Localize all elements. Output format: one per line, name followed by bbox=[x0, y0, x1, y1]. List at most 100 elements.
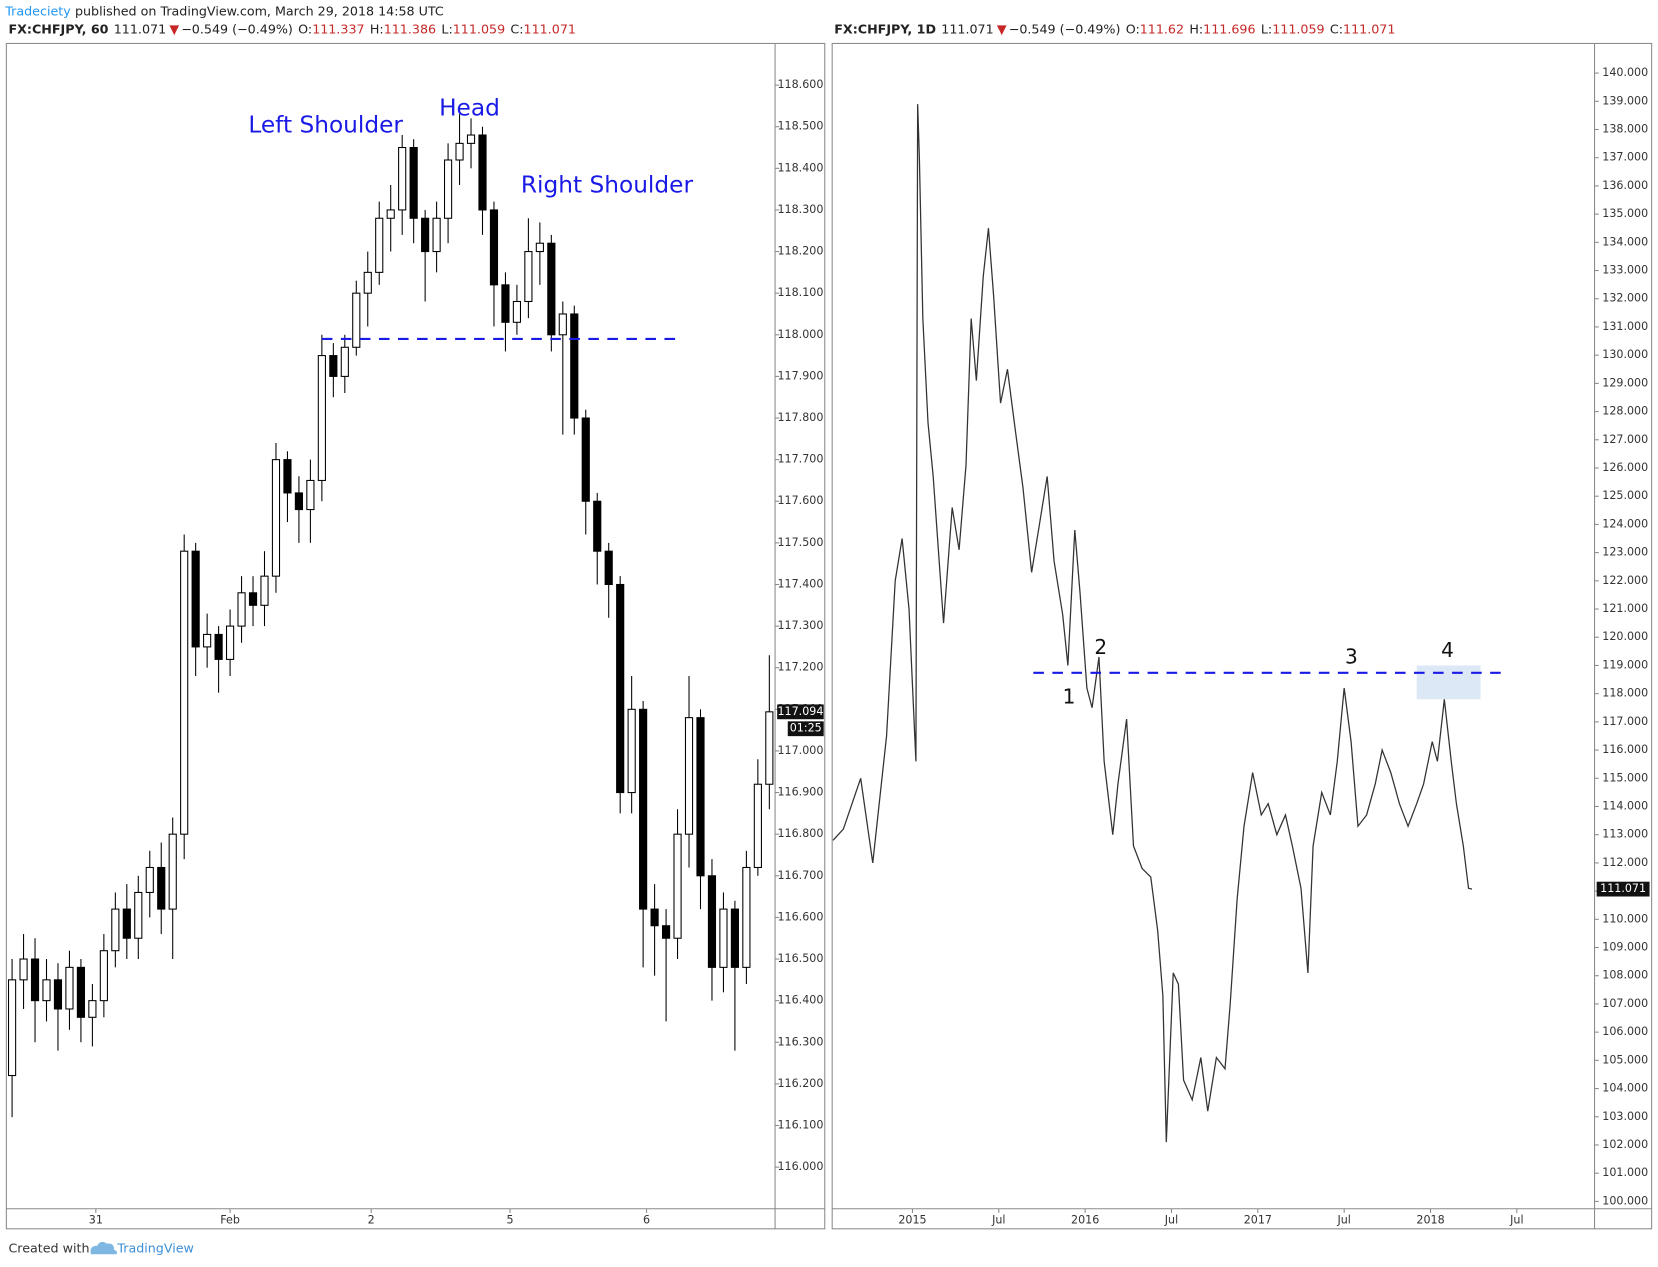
ohlc-value: 111.62 bbox=[1140, 21, 1184, 36]
x-tick-label: 2018 bbox=[1416, 1213, 1444, 1226]
candle-body bbox=[753, 783, 762, 869]
ohlc-label: L: bbox=[1261, 21, 1272, 36]
footer-text: Created with bbox=[8, 1240, 89, 1255]
candle-body bbox=[340, 346, 349, 377]
change: −0.549 (−0.49%) bbox=[1009, 21, 1121, 36]
pattern-label: Right Shoulder bbox=[521, 172, 694, 199]
candle-body bbox=[191, 550, 200, 648]
price-line bbox=[832, 104, 1473, 1143]
ohlc-label: H: bbox=[1189, 21, 1203, 36]
footer-brand[interactable]: TradingView bbox=[116, 1240, 194, 1255]
ohlc-value: 111.059 bbox=[1272, 21, 1324, 36]
y-tick-label: 134.000 bbox=[1602, 235, 1648, 248]
x-tick-label: 2016 bbox=[1071, 1213, 1099, 1226]
y-tick-label: 129.000 bbox=[1602, 376, 1648, 389]
y-tick-label: 104.000 bbox=[1602, 1082, 1648, 1095]
y-tick-label: 140.000 bbox=[1602, 66, 1648, 79]
candle-body bbox=[111, 908, 120, 952]
y-tick-label: 118.300 bbox=[778, 203, 824, 216]
candle-body bbox=[225, 625, 235, 660]
publish-info: published on TradingView.com, March 29, … bbox=[75, 3, 444, 18]
y-tick-label: 117.000 bbox=[778, 744, 824, 757]
candle-body bbox=[639, 708, 648, 910]
last-price-box bbox=[777, 704, 824, 720]
direction: ▼ bbox=[997, 21, 1007, 36]
candle-body bbox=[673, 833, 682, 939]
last-price-box bbox=[1596, 881, 1650, 897]
y-tick-label: 124.000 bbox=[1602, 517, 1648, 530]
y-tick-label: 118.500 bbox=[778, 120, 824, 133]
candle-body bbox=[237, 592, 246, 627]
candle-body bbox=[421, 217, 430, 253]
ohlc-label: H: bbox=[370, 21, 384, 36]
y-tick-label: 138.000 bbox=[1602, 123, 1648, 136]
pattern-label: Head bbox=[439, 95, 500, 122]
y-tick-label: 105.000 bbox=[1602, 1053, 1648, 1066]
candle-body bbox=[512, 300, 522, 323]
x-tick-label: Jul bbox=[1509, 1213, 1523, 1226]
y-tick-label: 116.000 bbox=[1602, 743, 1648, 756]
resistance-zone bbox=[1416, 665, 1481, 700]
left-panel bbox=[5, 42, 826, 1230]
candle-body bbox=[203, 633, 212, 648]
candle-body bbox=[214, 633, 223, 660]
candle-body bbox=[684, 717, 694, 835]
header: Tradeciety published on TradingView.com, … bbox=[4, 3, 444, 18]
y-tick-label: 109.000 bbox=[1602, 941, 1648, 954]
y-tick-label: 117.000 bbox=[1602, 715, 1648, 728]
y-tick-label: 119.000 bbox=[1602, 658, 1648, 671]
y-tick-label: 113.000 bbox=[1602, 828, 1648, 841]
author[interactable]: Tradeciety bbox=[4, 3, 71, 18]
candle-body bbox=[329, 355, 338, 377]
candle-body bbox=[432, 217, 441, 253]
y-tick-label: 131.000 bbox=[1602, 320, 1648, 333]
ohlc-label: O: bbox=[298, 21, 312, 36]
candle-body bbox=[53, 979, 63, 1010]
y-tick-label: 116.400 bbox=[778, 994, 824, 1007]
y-tick-label: 120.000 bbox=[1602, 630, 1648, 643]
candle-body bbox=[455, 142, 464, 161]
candle-body bbox=[145, 866, 154, 893]
candle-body bbox=[524, 251, 533, 303]
y-tick-label: 116.300 bbox=[778, 1035, 824, 1048]
touch-label: 1 bbox=[1063, 685, 1076, 709]
candle-body bbox=[604, 550, 613, 586]
ohlc-value: 111.386 bbox=[384, 21, 436, 36]
ohlc-value: 111.071 bbox=[524, 21, 576, 36]
y-tick-label: 139.000 bbox=[1602, 94, 1648, 107]
touch-label: 4 bbox=[1441, 638, 1454, 662]
x-tick-label: Jul bbox=[1164, 1213, 1178, 1226]
y-tick-label: 101.000 bbox=[1602, 1166, 1648, 1179]
last-price: 111.071 bbox=[941, 21, 993, 36]
candle-body bbox=[742, 866, 751, 968]
y-tick-label: 117.500 bbox=[778, 536, 824, 549]
ohlc-label: O: bbox=[1126, 21, 1140, 36]
y-tick-label: 117.700 bbox=[778, 453, 824, 466]
y-tick-label: 112.000 bbox=[1602, 856, 1648, 869]
ohlc-value: 111.337 bbox=[312, 21, 364, 36]
y-tick-label: 136.000 bbox=[1602, 179, 1648, 192]
y-tick-label: 106.000 bbox=[1602, 1025, 1648, 1038]
candle-body bbox=[443, 159, 453, 219]
candle-body bbox=[398, 146, 407, 211]
candle-body bbox=[157, 866, 166, 910]
x-tick-label: 5 bbox=[507, 1213, 514, 1226]
candle-body bbox=[317, 355, 326, 481]
candle-body bbox=[501, 284, 510, 323]
candle-body bbox=[19, 958, 28, 981]
candle-body bbox=[535, 242, 544, 253]
candle-body bbox=[180, 550, 189, 835]
candle-body bbox=[466, 134, 476, 144]
candle-body bbox=[478, 134, 487, 211]
y-tick-label: 118.000 bbox=[1602, 687, 1648, 700]
right-panel bbox=[831, 42, 1653, 1230]
last-price-label: 111.071 bbox=[1600, 882, 1646, 895]
candle-body bbox=[7, 979, 17, 1077]
y-tick-label: 132.000 bbox=[1602, 292, 1648, 305]
candle-body bbox=[122, 908, 131, 939]
y-tick-label: 116.600 bbox=[778, 910, 824, 923]
tradingview-logo[interactable] bbox=[90, 1241, 118, 1255]
y-tick-label: 122.000 bbox=[1602, 574, 1648, 587]
